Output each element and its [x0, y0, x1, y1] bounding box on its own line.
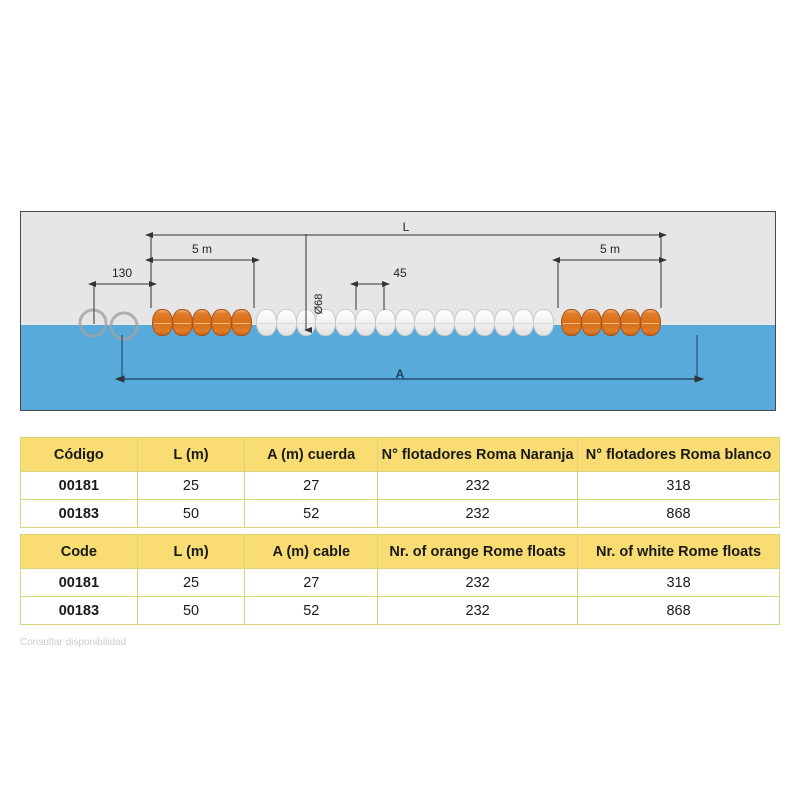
svg-text:5 m: 5 m	[600, 242, 620, 256]
svg-text:A: A	[396, 367, 405, 381]
svg-text:45: 45	[393, 266, 407, 280]
svg-text:5 m: 5 m	[192, 242, 212, 256]
svg-text:130: 130	[112, 266, 132, 280]
svg-text:L: L	[403, 220, 410, 234]
